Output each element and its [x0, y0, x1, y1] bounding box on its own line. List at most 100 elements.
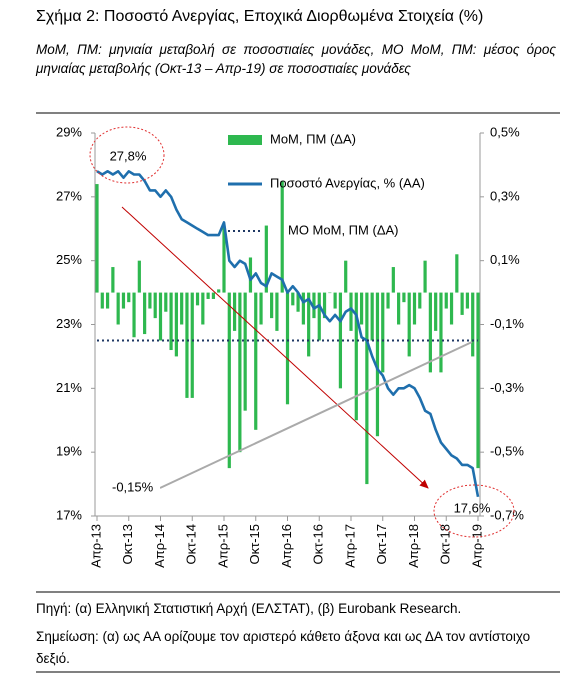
y-tick-label: 19% [56, 444, 82, 459]
bar [439, 292, 443, 373]
bar [391, 267, 395, 293]
bar [111, 267, 115, 293]
bar [190, 292, 194, 398]
bar [381, 292, 385, 373]
x-tick-label: Απρ-15 [215, 524, 230, 568]
bar [365, 292, 369, 485]
bar [418, 292, 422, 309]
bar [471, 292, 475, 357]
bar [105, 292, 110, 309]
bar [222, 225, 226, 293]
bar [153, 292, 157, 319]
y-tick-label: 21% [56, 380, 82, 395]
bar [402, 292, 406, 303]
annotation: 27,8% [110, 148, 147, 163]
bar [121, 292, 126, 309]
arrow [121, 206, 429, 489]
bar [349, 292, 353, 331]
bar [259, 292, 263, 325]
bar [143, 292, 147, 335]
bar [132, 292, 136, 338]
bar [164, 292, 168, 312]
x-tick-label: Οκτ-13 [120, 524, 135, 565]
bar [116, 292, 120, 325]
bar [428, 292, 432, 373]
bar [291, 292, 295, 306]
legend-label: MoM, ΠΜ (ΔΑ) [270, 131, 356, 146]
bar [354, 292, 358, 421]
legend-label: Ποσοστό Ανεργίας, % (ΑΑ) [270, 175, 425, 190]
bar [169, 292, 173, 351]
legend-swatch [228, 135, 262, 145]
highlight [433, 484, 515, 538]
label-bg [103, 147, 153, 165]
bar [386, 292, 390, 309]
x-tick-label: Οκτ-18 [438, 524, 453, 565]
bar [95, 184, 99, 293]
bar [344, 260, 348, 293]
x-tick-label: Οκτ-17 [374, 524, 389, 565]
y2-tick-label: -0,7% [490, 507, 524, 522]
x-tick-label: Απρ-18 [406, 524, 421, 568]
bar [476, 292, 480, 469]
bar [211, 292, 216, 299]
y2-tick-label: 0,5% [490, 124, 520, 139]
highlight [89, 126, 165, 184]
bar [264, 225, 268, 293]
bar [296, 292, 300, 312]
bar [312, 292, 316, 319]
bar [100, 292, 104, 309]
bar [137, 260, 141, 293]
bar [232, 292, 237, 331]
bar [338, 292, 343, 389]
bar [307, 292, 311, 357]
label-bg [110, 480, 160, 496]
callout-line [159, 341, 473, 489]
source: Πηγή: (α) Ελληνική Στατιστική Αρχή (ΕΛΣΤ… [36, 601, 462, 616]
x-tick-label: Απρ-14 [152, 524, 167, 568]
bar [248, 257, 253, 293]
bar [434, 292, 438, 331]
y-tick-label: 23% [56, 316, 82, 331]
bar [270, 292, 274, 319]
bar [217, 289, 221, 293]
bar [127, 292, 131, 303]
bar [465, 292, 470, 309]
y2-tick-label: 0,1% [490, 252, 520, 267]
x-tick-label: Οκτ-16 [311, 524, 326, 565]
bar [333, 292, 337, 309]
bar [423, 260, 427, 293]
line [96, 170, 480, 498]
bar [174, 292, 178, 357]
bar [206, 292, 210, 299]
bar [243, 292, 247, 411]
x-tick-label: Απρ-13 [88, 524, 103, 568]
chart-subtitle: MoM, ΠΜ: μηνιαία μεταβολή σε ποσοστιαίες… [36, 42, 556, 76]
bar [185, 292, 189, 398]
annotation: 17,6% [454, 500, 491, 515]
bar [238, 292, 242, 453]
y-tick-label: 29% [56, 124, 82, 139]
bar [275, 292, 279, 331]
bar [158, 292, 163, 341]
y2-tick-label: -0,3% [490, 380, 524, 395]
y2-tick-label: -0,5% [490, 444, 524, 459]
note: Σημείωση: (α) ως ΑΑ ορίζουμε τον αριστερ… [36, 629, 531, 666]
y-tick-label: 17% [56, 507, 82, 522]
bar [195, 292, 200, 306]
bar [322, 292, 327, 319]
bar [444, 292, 448, 309]
y2-tick-label: -0,1% [490, 316, 524, 331]
x-tick-label: Απρ-17 [342, 524, 357, 568]
bar [449, 292, 454, 325]
bar [412, 292, 417, 325]
legend-label: ΜΟ MoM, ΠΜ (ΔΑ) [288, 222, 399, 237]
x-tick-label: Οκτ-14 [184, 524, 199, 565]
annotation: -0,15% [112, 479, 154, 494]
bar [254, 292, 258, 430]
bar [280, 180, 284, 293]
bar [285, 292, 290, 405]
x-tick-label: Απρ-16 [279, 524, 294, 568]
